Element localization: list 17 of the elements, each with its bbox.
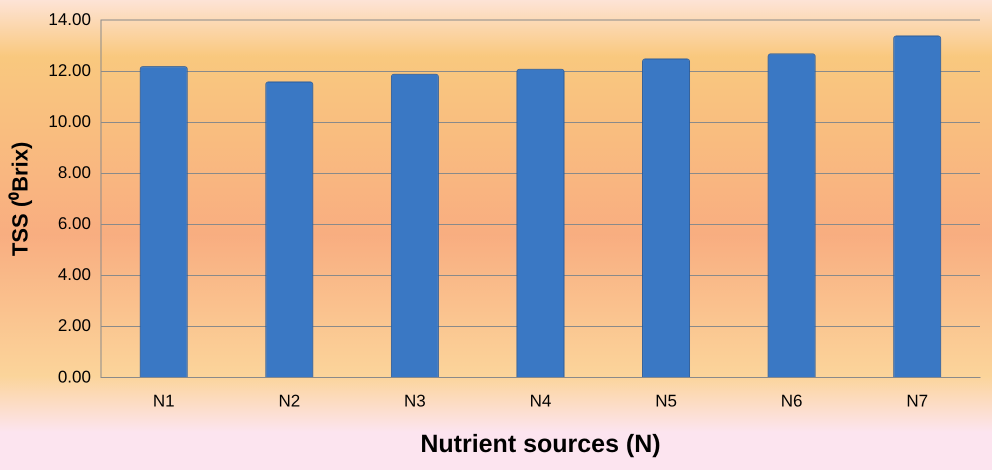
y-tick-label: 8.00 (58, 163, 91, 182)
y-tick-label: 10.00 (48, 112, 91, 131)
y-tick-label: 4.00 (58, 265, 91, 284)
y-tick-label: 6.00 (58, 214, 91, 234)
y-tick-label: 2.00 (58, 316, 91, 336)
x-tick-label: N5 (655, 391, 677, 410)
x-tick-label: N1 (152, 391, 175, 410)
x-tick-label: N7 (906, 391, 928, 410)
y-tick-label: 12.00 (48, 60, 91, 80)
y-tick-label: 0.00 (58, 367, 91, 386)
y-tick-label: 14.00 (48, 10, 91, 29)
x-tick-label: N2 (278, 391, 300, 410)
x-tick-label: N6 (780, 391, 802, 410)
x-tick-label: N4 (530, 391, 552, 410)
x-tick-label: N3 (404, 391, 426, 410)
x-axis-title: Nutrient sources (N) (420, 430, 661, 458)
y-axis-title: TSS (⁰Brix) (7, 142, 32, 256)
